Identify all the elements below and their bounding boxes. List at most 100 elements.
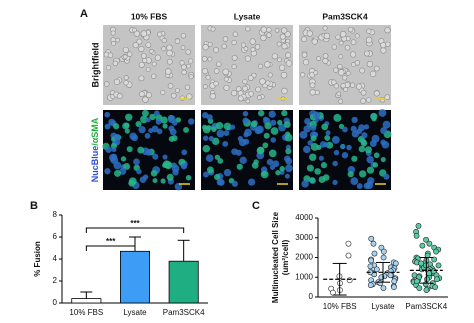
column-header: Pam3SCK4 [322,11,368,21]
cell [139,91,145,98]
cell [124,122,130,129]
cell [250,120,258,128]
cell [160,116,168,124]
cell [285,52,292,59]
cell [383,173,390,180]
cell [242,79,248,85]
y-axis-label: Multinucleated Cell Size [271,211,280,303]
cell [262,116,269,122]
cell [138,125,146,134]
y-tick-label: 4 [53,254,58,263]
cell [384,94,391,101]
cell [223,168,232,177]
cell [222,68,229,76]
cell [108,118,116,126]
y-tick-label: 8 [53,210,58,219]
cell [333,67,339,73]
cell [324,134,331,141]
y-axis-label: % Fusion [33,241,42,277]
cell [231,54,238,61]
cell [137,146,145,154]
cell [125,113,133,121]
cell [185,174,192,181]
data-point [424,276,430,283]
cell [105,65,112,71]
column-header: Lysate [234,11,261,21]
cell [322,57,329,64]
cell [154,54,161,61]
cell [149,48,154,54]
cell [264,61,271,68]
cell [245,26,251,32]
cell [253,159,259,165]
y-tick-label: 6 [53,232,58,241]
cell [380,42,387,49]
data-point [367,263,374,270]
bar [120,250,151,304]
cell [113,123,120,130]
cell [307,140,313,146]
cell [285,144,291,150]
cell [115,37,121,43]
cell [316,56,321,61]
cell [283,121,291,128]
cell [335,34,341,40]
cell [243,138,250,145]
cell [205,74,211,80]
cell [132,42,139,49]
cell [285,60,293,67]
cell [299,130,308,139]
cell [110,41,116,47]
cell [284,133,293,142]
data-point [422,281,429,288]
cell [332,179,338,186]
cell [306,30,313,37]
cell [366,166,375,174]
cell [265,80,271,86]
cell [254,44,261,50]
data-point [380,254,387,261]
cell [380,156,386,163]
panel-label: B [30,200,38,212]
cell [242,110,249,117]
cell [213,47,219,53]
cell [255,125,264,134]
cell [311,38,318,45]
cell [148,128,154,134]
data-point [345,240,352,247]
cell [205,154,214,162]
cell [223,122,232,131]
cell [150,169,158,177]
cell [309,82,316,89]
cell [301,36,308,43]
cell [264,122,272,130]
cell [366,60,374,68]
cell [206,114,213,121]
x-tick-label: 10% FBS [323,302,357,311]
cell [268,110,276,118]
cell [257,146,265,154]
data-point [418,260,424,267]
cell [185,49,191,55]
cell [245,98,251,104]
cell [257,110,265,117]
cell [123,75,129,81]
cell [366,28,372,34]
cell [116,93,123,100]
cell [364,50,370,57]
data-point [346,277,353,284]
cell [186,63,191,69]
cell [274,27,280,33]
cell [180,45,186,50]
cell [216,129,225,138]
cell [161,37,167,43]
cell [345,70,351,76]
cell [322,174,330,181]
cell [302,59,310,66]
data-point [431,256,438,263]
data-point [419,242,426,249]
cell [370,112,378,121]
cell [250,47,256,53]
cell [151,73,157,79]
